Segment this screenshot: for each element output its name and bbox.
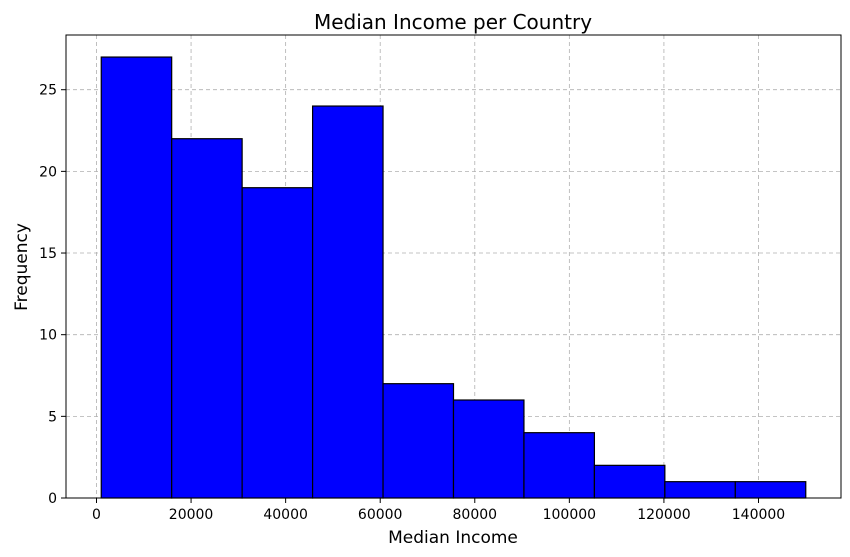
y-axis-ticks: 0 5 10 15 20 25 <box>39 83 66 507</box>
x-tick-label-7: 140000 <box>732 507 785 523</box>
bar-4 <box>382 383 455 499</box>
x-axis-title: Median Income <box>388 528 518 548</box>
y-tick-label-5: 25 <box>39 83 57 99</box>
bar-8 <box>664 481 736 499</box>
x-tick-label-5: 100000 <box>543 507 596 523</box>
bar-9 <box>734 481 807 499</box>
x-tick-label-4: 80000 <box>453 507 498 523</box>
bar-3 <box>311 105 384 499</box>
bar-0 <box>100 56 173 499</box>
bar-1 <box>171 138 243 499</box>
x-tick-label-2: 40000 <box>263 507 308 523</box>
x-axis-ticks: 0 20000 40000 60000 80000 100000 120000 140000 <box>92 498 785 523</box>
x-tick-label-6: 120000 <box>637 507 690 523</box>
x-tick-label-1: 20000 <box>169 507 214 523</box>
histogram-bars <box>100 56 807 499</box>
y-axis-title: Frequency <box>12 223 32 311</box>
y-tick-label-3: 15 <box>39 246 57 262</box>
plot-frame <box>65 34 842 499</box>
bar-7 <box>593 464 666 499</box>
chart-title: Median Income per Country <box>314 10 592 34</box>
y-tick-label-2: 10 <box>39 328 57 344</box>
x-tick-label-3: 60000 <box>358 507 403 523</box>
y-tick-label-0: 0 <box>48 491 57 507</box>
bar-6 <box>523 432 596 499</box>
axes-border <box>65 34 842 499</box>
x-tick-label-0: 0 <box>92 507 101 523</box>
bar-2 <box>241 187 314 499</box>
y-tick-label-1: 5 <box>48 409 57 425</box>
y-tick-label-4: 20 <box>39 164 57 180</box>
bar-5 <box>452 399 525 499</box>
